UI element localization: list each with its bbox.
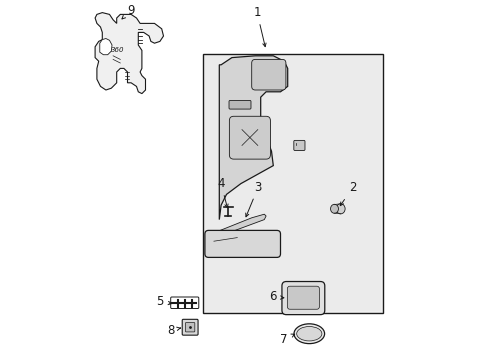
FancyBboxPatch shape (251, 59, 285, 90)
FancyBboxPatch shape (182, 319, 198, 335)
Text: 5: 5 (156, 295, 171, 308)
FancyBboxPatch shape (229, 116, 270, 159)
Polygon shape (95, 13, 163, 94)
Bar (204, 56, 381, 311)
FancyBboxPatch shape (282, 282, 324, 315)
Text: 9: 9 (122, 4, 135, 19)
Polygon shape (100, 39, 112, 55)
Polygon shape (219, 56, 287, 220)
Text: 1: 1 (253, 6, 265, 47)
Text: 2: 2 (340, 181, 356, 206)
Ellipse shape (293, 324, 324, 343)
FancyBboxPatch shape (293, 140, 305, 150)
Polygon shape (215, 214, 265, 238)
Text: 4: 4 (217, 177, 227, 208)
Text: 7: 7 (280, 333, 294, 346)
Text: 8: 8 (167, 324, 180, 337)
Ellipse shape (330, 204, 338, 213)
FancyBboxPatch shape (185, 323, 194, 332)
Ellipse shape (335, 204, 345, 214)
Bar (203, 54, 382, 313)
Ellipse shape (296, 327, 321, 341)
Text: 6: 6 (269, 291, 283, 303)
FancyBboxPatch shape (228, 100, 250, 109)
FancyBboxPatch shape (287, 286, 319, 309)
Text: 3: 3 (245, 181, 262, 217)
Text: 360: 360 (111, 47, 124, 53)
FancyBboxPatch shape (204, 230, 280, 257)
